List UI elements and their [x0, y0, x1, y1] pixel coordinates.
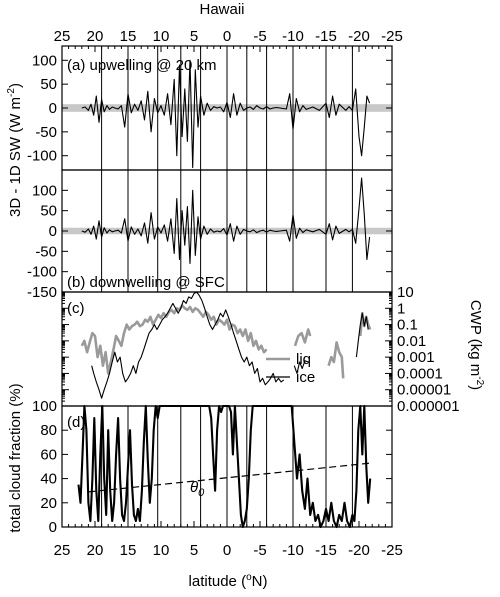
- top-tick-label-1: 20: [87, 28, 104, 45]
- y-tick-label-0: 100: [32, 182, 57, 199]
- y-tick-label-4: -100: [27, 264, 57, 281]
- cloud-fraction-axis-title: total cloud fraction (%): [7, 383, 24, 532]
- panel-a-reference-lines: [101, 46, 353, 170]
- y-tick-label-0: 100: [32, 52, 57, 69]
- bottom-tick-label-4: 5: [190, 542, 198, 559]
- panel-d-series: [77, 404, 372, 529]
- panel-c-series: [80, 291, 372, 399]
- legend-liq-label: liq: [296, 351, 311, 368]
- top-tick-label-3: 10: [153, 28, 170, 45]
- panel-b-reference-lines: [101, 170, 353, 292]
- y-tick-label-4: 0.001: [397, 349, 435, 366]
- top-tick-label-7: -10: [282, 28, 304, 45]
- top-tick-label-5: 0: [223, 28, 231, 45]
- bottom-tick-label-9: -20: [348, 542, 370, 559]
- y-tick-label-3: -50: [35, 243, 57, 260]
- series-line-liq-0: [80, 304, 268, 375]
- y-tick-label-5: -150: [27, 284, 57, 301]
- y-tick-label-5: 0: [49, 519, 57, 536]
- y-tick-label-2: 0: [49, 100, 57, 117]
- y-tick-label-4: 20: [40, 495, 57, 512]
- y-tick-label-7: 0.000001: [397, 398, 460, 415]
- bottom-tick-label-3: 10: [153, 542, 170, 559]
- bottom-tick-label-8: -15: [315, 542, 337, 559]
- bottom-tick-label-10: -25: [381, 542, 403, 559]
- panel-d-title: (d): [67, 414, 85, 431]
- top-tick-label-8: -15: [315, 28, 337, 45]
- bottom-tick-label-5: 0: [223, 542, 231, 559]
- bottom-tick-label-0: 25: [54, 542, 71, 559]
- bottom-tick-label-2: 15: [120, 542, 137, 559]
- top-tick-label-4: 5: [190, 28, 198, 45]
- panel-c-legend: liq ice: [266, 351, 315, 386]
- panel-b-series: [81, 177, 371, 265]
- top-tick-label-2: 15: [120, 28, 137, 45]
- y-tick-label-1: 80: [40, 422, 57, 439]
- bottom-tick-label-1: 20: [87, 542, 104, 559]
- series-line-0: [77, 404, 372, 529]
- panel-c-title: (c): [67, 300, 85, 317]
- panel-b-downwelling: 100 50 0 -50 -100 -150 (b) downwelling @ SFC: [27, 169, 393, 301]
- series-line-0: [81, 177, 371, 265]
- top-tick-label-6: -5: [253, 28, 266, 45]
- panel-a-title: (a) upwelling @ 20 km: [67, 57, 216, 74]
- panel-a-series: [81, 59, 371, 169]
- y-tick-label-1: 1: [397, 300, 405, 317]
- panel-a-upwelling: 100 50 0 -50 -100 (a) upwelling @ 20 km: [27, 45, 393, 171]
- bottom-tick-labels: 25 20 15 10 5 0 -5 -10 -15 -20 -25: [54, 521, 403, 559]
- series-line-liq-2: [327, 341, 345, 379]
- y-tick-label-6: 0.00001: [397, 382, 451, 399]
- top-tick-label-9: -20: [348, 28, 370, 45]
- theta-zero-line: [88, 462, 373, 493]
- panel-a-y-ticks: 100 50 0 -50 -100: [27, 52, 392, 165]
- sw-axis-title: 3D - 1D SW (W m-2): [6, 83, 24, 217]
- top-tick-label-10: -25: [381, 28, 403, 45]
- y-tick-label-4: -100: [27, 148, 57, 165]
- latitude-axis-title: latitude (oN): [189, 572, 268, 590]
- legend-ice-label: ice: [296, 369, 315, 386]
- panel-d-reference-lines: [101, 406, 353, 527]
- panel-b-title: (b) downwelling @ SFC: [67, 274, 225, 291]
- y-tick-label-0: 10: [397, 284, 414, 301]
- y-tick-label-2: 0.1: [397, 317, 418, 334]
- y-tick-label-0: 100: [32, 398, 57, 415]
- y-tick-label-3: 40: [40, 471, 57, 488]
- top-tick-label-0: 25: [54, 28, 71, 45]
- location-label: Hawaii: [199, 1, 244, 18]
- theta-label: θ0: [190, 479, 205, 499]
- y-tick-label-3: 0.01: [397, 333, 426, 350]
- y-tick-label-1: 50: [40, 76, 57, 93]
- y-tick-label-3: -50: [35, 124, 57, 141]
- series-line-ice-6: [355, 312, 369, 358]
- panel-d-cloud-fraction: 100 80 60 40 20 0 (d) θ0: [32, 398, 393, 536]
- y-tick-label-5: 0.0001: [397, 365, 443, 382]
- series-line-0: [81, 59, 371, 169]
- bottom-tick-label-7: -10: [282, 542, 304, 559]
- y-tick-label-1: 50: [40, 203, 57, 220]
- panel-c-frame: [61, 291, 393, 407]
- panel-d-y-ticks: 100 80 60 40 20 0: [32, 398, 392, 536]
- y-tick-label-2: 60: [40, 446, 57, 463]
- y-tick-label-2: 0: [49, 223, 57, 240]
- panel-d-frame: [61, 405, 393, 528]
- series-line-liq-1: [293, 328, 312, 347]
- bottom-tick-label-6: -5: [253, 542, 266, 559]
- cwp-axis-title: CWP (kg m-2): [467, 300, 485, 390]
- series-line-ice-5: [293, 360, 309, 374]
- series-line-ice-4: [91, 291, 285, 399]
- top-tick-labels: 25 20 15 10 5 0 -5 -10 -15 -20 -25: [54, 28, 403, 52]
